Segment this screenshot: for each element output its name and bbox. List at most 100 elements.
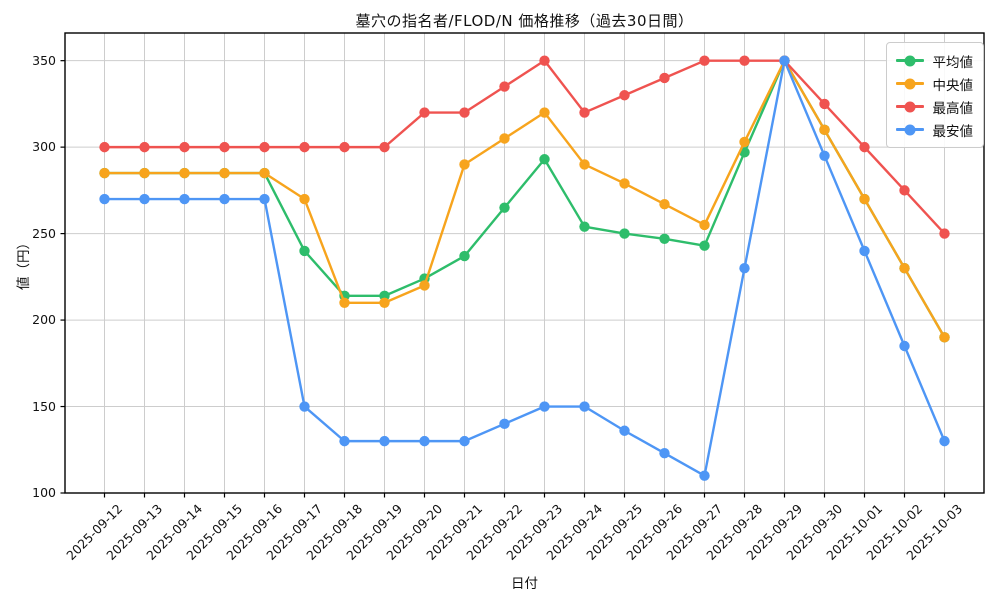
y-tick-label: 200 xyxy=(32,312,56,328)
data-point xyxy=(379,435,390,447)
data-point xyxy=(939,228,950,239)
legend-item: 平均値 xyxy=(895,49,974,72)
data-point xyxy=(819,124,830,136)
series-line xyxy=(104,59,946,477)
y-axis-label: 値（円） xyxy=(16,236,32,290)
data-point xyxy=(139,193,150,205)
data-point xyxy=(539,107,550,118)
data-point xyxy=(619,178,630,189)
chart-title: 墓穴の指名者/FLOD/N 価格推移（過去30日間） xyxy=(355,12,694,30)
data-point xyxy=(699,240,710,251)
data-point xyxy=(939,435,950,447)
data-point xyxy=(859,245,870,257)
data-point xyxy=(899,185,910,196)
y-tick-label: 150 xyxy=(32,398,56,414)
plot-border xyxy=(64,32,985,494)
data-point xyxy=(379,141,390,153)
legend-label: 中央値 xyxy=(932,77,974,94)
data-point xyxy=(579,221,590,232)
data-point xyxy=(579,159,590,170)
data-point xyxy=(739,136,750,148)
data-point xyxy=(219,167,230,179)
data-point xyxy=(579,401,590,412)
data-point xyxy=(419,435,430,447)
data-point xyxy=(299,193,310,205)
data-point xyxy=(539,154,550,165)
data-point xyxy=(219,193,230,205)
data-point xyxy=(699,470,710,481)
data-point xyxy=(179,167,190,179)
data-point xyxy=(819,98,830,110)
data-point xyxy=(659,199,670,210)
data-point xyxy=(739,262,750,274)
data-point xyxy=(659,233,670,244)
data-point xyxy=(499,133,510,144)
data-point xyxy=(99,141,110,153)
data-point xyxy=(339,435,350,447)
data-point xyxy=(699,55,710,66)
data-point xyxy=(939,332,950,343)
legend-label: 最安値 xyxy=(932,123,974,140)
data-point xyxy=(299,245,310,257)
y-tick-label: 100 xyxy=(32,485,56,500)
data-point xyxy=(259,141,270,153)
legend-marker-icon xyxy=(895,124,924,136)
data-point xyxy=(499,418,510,430)
data-point xyxy=(499,202,510,213)
y-tick-label: 300 xyxy=(32,139,56,155)
data-point xyxy=(259,193,270,205)
data-point xyxy=(659,448,670,459)
data-point xyxy=(819,150,830,161)
data-point xyxy=(619,90,630,101)
data-point xyxy=(379,297,390,308)
data-point xyxy=(539,401,550,412)
data-point xyxy=(859,193,870,205)
legend-label: 最高値 xyxy=(932,100,974,117)
data-point xyxy=(619,425,630,436)
data-point xyxy=(419,107,430,118)
data-point xyxy=(619,228,630,239)
data-point xyxy=(99,167,110,179)
data-point xyxy=(699,219,710,231)
data-point xyxy=(459,435,470,447)
y-tick-label: 350 xyxy=(32,52,56,68)
data-point xyxy=(579,107,590,118)
data-point xyxy=(419,280,430,291)
data-point xyxy=(499,81,510,92)
data-point xyxy=(459,107,470,118)
legend-label: 平均値 xyxy=(932,54,974,71)
data-point xyxy=(859,141,870,153)
data-point xyxy=(779,55,790,66)
legend-item: 中央値 xyxy=(895,72,974,95)
x-axis-label: 日付 xyxy=(511,576,538,592)
data-point xyxy=(99,193,110,205)
data-point xyxy=(339,297,350,308)
data-point xyxy=(539,55,550,66)
legend-marker-icon xyxy=(895,101,924,113)
data-point xyxy=(659,72,670,84)
data-point xyxy=(739,55,750,66)
legend-marker-icon xyxy=(895,78,924,90)
data-point xyxy=(459,159,470,170)
data-point xyxy=(339,141,350,153)
data-point xyxy=(179,141,190,153)
data-point xyxy=(179,193,190,205)
y-tick-label: 250 xyxy=(32,225,56,241)
series-line xyxy=(104,59,946,338)
series-line xyxy=(104,59,946,235)
legend-item: 最高値 xyxy=(895,95,974,118)
legend-marker-icon xyxy=(895,55,924,67)
data-point xyxy=(299,141,310,153)
data-point xyxy=(259,167,270,179)
data-point xyxy=(139,167,150,179)
legend: 平均値中央値最高値最安値 xyxy=(885,42,984,148)
data-point xyxy=(219,141,230,153)
data-point xyxy=(899,340,910,352)
data-point xyxy=(299,401,310,412)
data-point xyxy=(139,141,150,153)
legend-item: 最安値 xyxy=(895,118,974,141)
data-point xyxy=(459,250,470,262)
data-point xyxy=(899,262,910,274)
